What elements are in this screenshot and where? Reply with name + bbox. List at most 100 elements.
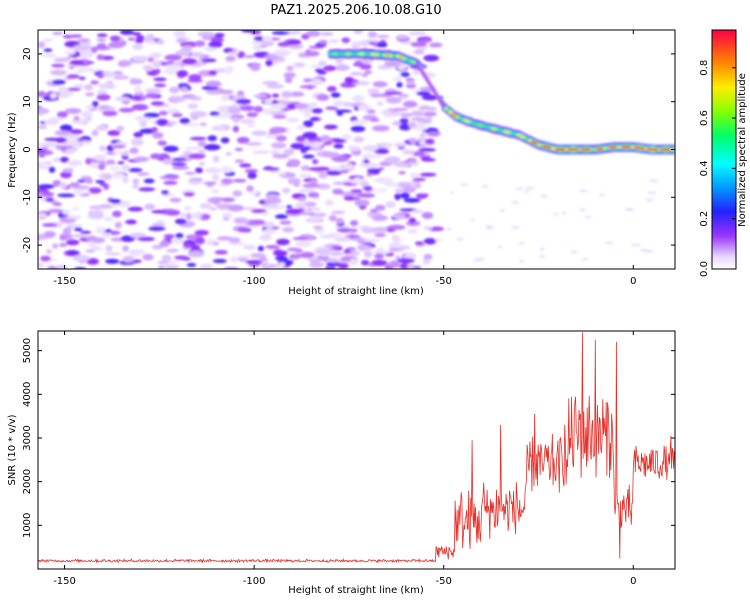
noise-blob <box>324 124 338 130</box>
noise-blob <box>364 153 383 160</box>
noise-blob <box>132 184 139 189</box>
noise-blob <box>366 173 373 177</box>
ridge-cell <box>432 88 437 94</box>
noise-blob <box>154 83 167 88</box>
noise-blob <box>201 58 217 63</box>
noise-blob <box>401 186 416 193</box>
noise-blob <box>114 96 130 102</box>
noise-blob <box>412 177 426 182</box>
noise-blob <box>59 242 68 247</box>
noise-blob <box>205 89 224 95</box>
noise-blob <box>397 146 405 150</box>
noise-blob <box>398 171 406 175</box>
noise-blob <box>227 51 240 55</box>
noise-blob <box>153 68 161 74</box>
noise-blob <box>392 76 403 82</box>
noise-blob <box>341 37 351 44</box>
noise-blob <box>74 227 83 232</box>
noise-blob <box>67 159 83 167</box>
noise-blob <box>299 212 311 216</box>
noise-blob <box>262 36 273 42</box>
y-tick-label: -10 <box>22 189 33 205</box>
noise-blob <box>645 198 654 202</box>
noise-blob <box>155 220 164 226</box>
noise-blob <box>190 52 205 58</box>
noise-blob <box>525 186 535 190</box>
noise-blob <box>372 188 389 193</box>
noise-blob <box>318 39 328 44</box>
noise-blob <box>64 108 82 114</box>
noise-blob <box>361 73 368 78</box>
noise-blob <box>240 119 256 124</box>
noise-blob <box>137 236 155 242</box>
noise-blob <box>366 109 376 114</box>
noise-blob <box>131 32 141 36</box>
colorbar-label: Normalized spectral amplitude <box>737 73 748 227</box>
noise-blob <box>234 159 245 163</box>
noise-blob <box>325 106 339 110</box>
noise-blob <box>363 250 373 258</box>
noise-blob <box>370 93 383 98</box>
noise-blob <box>194 229 209 236</box>
noise-blob <box>427 131 439 137</box>
noise-blob <box>248 262 261 267</box>
noise-blob <box>183 122 201 127</box>
noise-blob <box>410 41 428 47</box>
spectrogram-ridge <box>327 48 675 155</box>
noise-blob <box>240 207 258 211</box>
noise-blob <box>59 156 70 163</box>
noise-blob <box>52 243 59 249</box>
noise-blob <box>265 244 280 249</box>
noise-blob <box>385 261 401 268</box>
noise-blob <box>232 125 240 133</box>
noise-blob <box>91 246 103 251</box>
noise-blob <box>350 189 363 193</box>
noise-blob <box>163 180 178 185</box>
noise-blob <box>111 202 120 208</box>
noise-blob <box>197 140 207 147</box>
noise-blob <box>133 131 143 138</box>
noise-blob <box>299 251 315 259</box>
noise-blob <box>371 214 389 221</box>
noise-blob <box>133 85 143 93</box>
noise-blob <box>335 58 344 64</box>
noise-blob <box>105 258 120 264</box>
noise-blob <box>405 83 417 89</box>
noise-blob <box>302 154 315 159</box>
noise-blob <box>303 78 311 83</box>
noise-blob <box>579 189 588 192</box>
noise-blob <box>117 161 125 165</box>
noise-blob <box>132 43 144 50</box>
noise-blob <box>41 54 57 58</box>
noise-blob <box>109 166 121 171</box>
noise-blob <box>38 124 47 130</box>
noise-blob <box>132 96 142 100</box>
noise-blob <box>106 80 114 85</box>
noise-blob <box>353 30 363 35</box>
noise-blob <box>408 217 417 224</box>
noise-blob <box>80 176 92 181</box>
noise-blob <box>159 240 170 248</box>
noise-blob <box>96 43 107 51</box>
noise-blob <box>391 234 400 241</box>
noise-blob <box>212 174 220 181</box>
noise-blob <box>304 145 311 151</box>
noise-blob <box>213 115 231 119</box>
noise-blob <box>93 154 107 161</box>
ridge-cell <box>450 112 456 116</box>
noise-blob <box>114 221 122 229</box>
noise-blob <box>311 78 323 86</box>
noise-blob <box>167 108 180 115</box>
noise-blob <box>97 72 105 79</box>
noise-blob <box>460 183 469 186</box>
noise-blob <box>85 235 98 241</box>
noise-blob <box>326 261 342 267</box>
noise-blob <box>211 199 221 205</box>
noise-blob <box>412 68 420 76</box>
noise-blob <box>214 250 228 255</box>
noise-blob <box>384 91 403 95</box>
noise-blob <box>359 63 372 70</box>
noise-blob <box>228 114 245 120</box>
noise-blob <box>162 158 171 165</box>
noise-blob <box>85 157 92 165</box>
